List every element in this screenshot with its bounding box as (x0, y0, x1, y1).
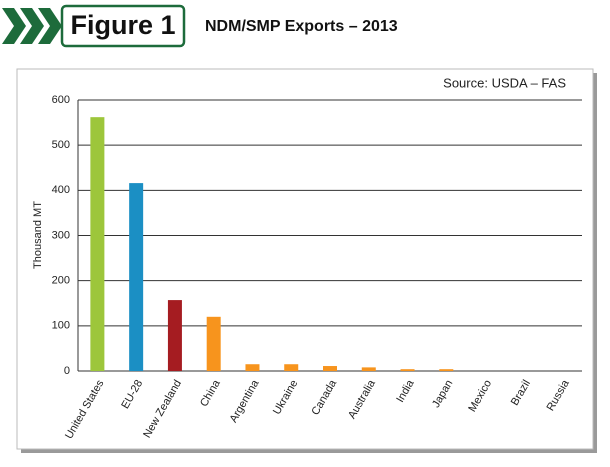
figure-box (60, 4, 186, 48)
bar (439, 369, 454, 371)
y-tick-label: 600 (52, 94, 70, 106)
panel (16, 68, 594, 450)
source-note: Source: USDA – FAS (443, 75, 566, 90)
y-tick-label: 0 (64, 365, 70, 377)
bar (323, 366, 337, 371)
chart-title: NDM/SMP Exports – 2013 (205, 18, 398, 35)
bar (90, 117, 105, 371)
y-tick-label: 200 (52, 275, 70, 287)
y-axis-label: Thousand MT (32, 201, 44, 269)
bar (167, 300, 182, 371)
figure-icon (2, 8, 62, 44)
bar (245, 364, 260, 371)
bar (400, 369, 415, 371)
bar (206, 316, 221, 371)
bar (129, 183, 144, 371)
bar (361, 367, 376, 371)
bar (284, 364, 299, 371)
y-tick-label: 100 (52, 320, 70, 332)
y-tick-label: 400 (52, 184, 70, 196)
y-tick-label: 500 (52, 139, 70, 151)
figure-label: Figure 1 (70, 10, 175, 40)
y-tick-label: 300 (52, 229, 70, 241)
